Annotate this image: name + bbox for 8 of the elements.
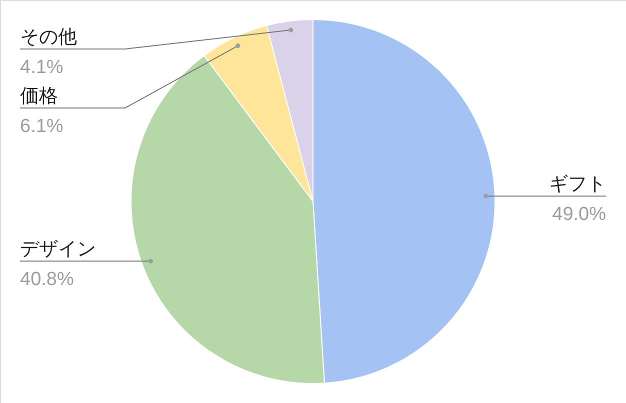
slice-label: ギフト (549, 174, 606, 196)
slice-label: デザイン (20, 239, 96, 260)
data-label: 49.0% (552, 204, 606, 226)
data-label: 40.8% (20, 269, 74, 290)
data-label: 4.1% (20, 57, 64, 78)
slice-label: 価格 (20, 86, 58, 107)
data-label: 6.1% (20, 116, 64, 137)
slice-label: その他 (20, 27, 77, 48)
